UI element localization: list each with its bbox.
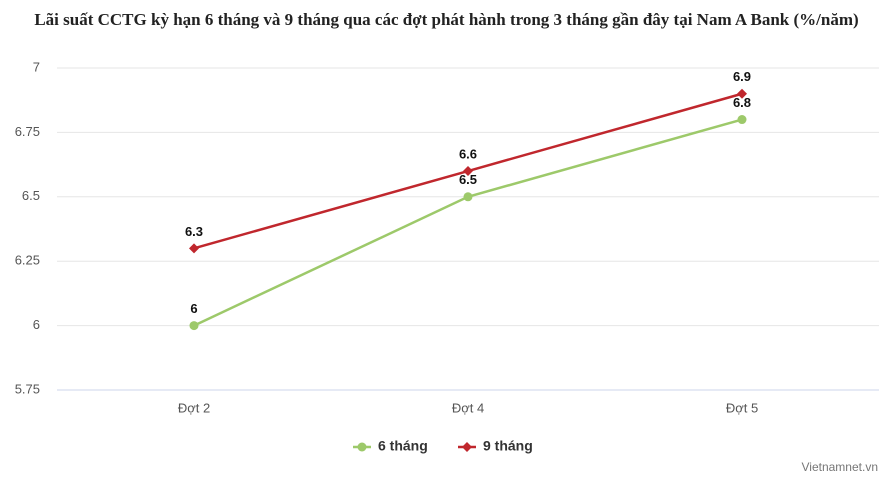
legend-label: 9 tháng bbox=[483, 438, 533, 454]
point bbox=[737, 88, 747, 99]
data-label: 6.5 bbox=[459, 172, 477, 187]
data-label: 6.8 bbox=[733, 95, 751, 110]
legend-marker bbox=[357, 442, 367, 452]
x-tick-label: Đợt 5 bbox=[726, 400, 758, 415]
y-tick-label: 6.25 bbox=[15, 253, 40, 268]
data-label: 6.3 bbox=[185, 224, 203, 239]
data-label: 6.9 bbox=[733, 69, 751, 84]
y-tick-label: 6.75 bbox=[15, 124, 40, 139]
y-tick-label: 7 bbox=[33, 59, 40, 74]
data-label: 6.6 bbox=[459, 146, 477, 161]
legend-marker bbox=[462, 442, 472, 452]
data-label: 6 bbox=[190, 301, 197, 316]
y-tick-label: 6.5 bbox=[22, 188, 40, 203]
legend-label: 6 tháng bbox=[378, 438, 428, 454]
point bbox=[737, 115, 747, 125]
x-tick-label: Đợt 4 bbox=[452, 400, 484, 415]
point bbox=[463, 192, 473, 202]
source: Vietnamnet.vn bbox=[802, 460, 879, 474]
x-tick-label: Đợt 2 bbox=[178, 400, 210, 415]
chart-title: Lãi suất CCTG kỳ hạn 6 tháng và 9 tháng … bbox=[34, 10, 859, 29]
y-tick-label: 5.75 bbox=[15, 381, 40, 396]
y-tick-label: 6 bbox=[33, 317, 40, 332]
point bbox=[189, 321, 199, 331]
point bbox=[463, 166, 473, 177]
point bbox=[189, 243, 199, 254]
